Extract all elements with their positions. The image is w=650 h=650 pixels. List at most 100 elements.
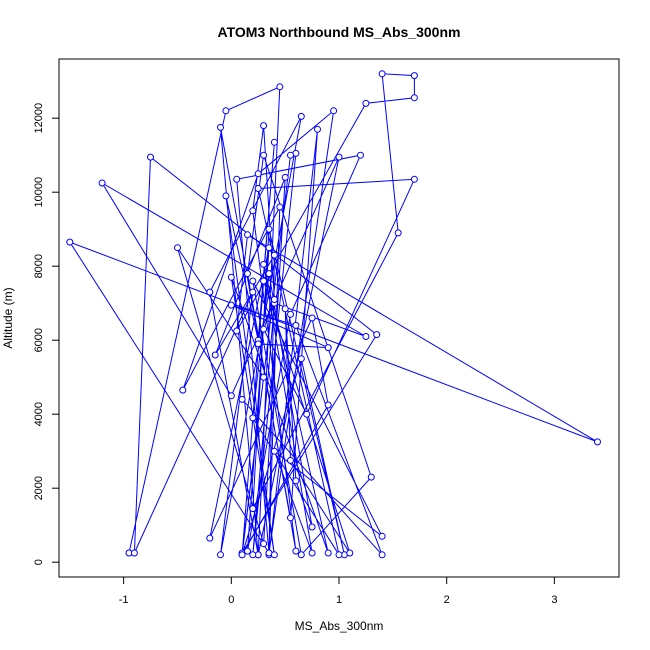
data-point <box>254 340 262 348</box>
data-point <box>346 549 354 557</box>
data-point <box>265 225 273 233</box>
data-point <box>222 107 230 115</box>
data-point <box>206 288 214 296</box>
data-point <box>211 351 219 359</box>
y-axis: 0 2000 4000 6000 8000 10000 12000 <box>33 103 60 565</box>
data-point <box>292 321 300 329</box>
data-series <box>66 70 601 559</box>
data-point <box>260 151 268 159</box>
data-point <box>287 456 294 464</box>
y-tick-label: 4000 <box>33 402 45 426</box>
data-point <box>357 151 364 159</box>
data-point <box>308 523 316 531</box>
data-point <box>260 122 268 130</box>
plot-frame <box>58 58 620 578</box>
data-point <box>410 175 418 183</box>
data-point <box>410 72 418 80</box>
data-point <box>330 107 338 115</box>
data-point <box>378 70 386 78</box>
data-point <box>222 192 230 200</box>
data-point <box>249 551 257 559</box>
data-point <box>594 438 601 446</box>
data-point <box>314 125 321 133</box>
data-point <box>233 327 241 335</box>
data-point <box>260 540 268 548</box>
data-point <box>249 505 257 513</box>
data-point <box>227 301 235 309</box>
data-point <box>297 355 305 363</box>
data-point <box>324 401 332 409</box>
data-point <box>367 473 375 481</box>
data-point <box>254 185 262 192</box>
data-point <box>297 551 305 559</box>
series-line <box>68 73 598 556</box>
data-point <box>292 547 300 555</box>
data-point <box>217 551 224 559</box>
data-point <box>335 153 343 161</box>
data-point <box>265 244 273 252</box>
data-point <box>260 277 268 285</box>
data-point <box>335 551 343 559</box>
data-point <box>378 551 386 559</box>
data-point <box>249 207 257 215</box>
data-point <box>276 203 284 211</box>
data-point <box>324 344 332 352</box>
data-point <box>270 551 278 559</box>
data-point <box>238 395 246 403</box>
data-point <box>287 151 294 159</box>
data-point <box>297 112 305 120</box>
x-tick-label: -1 <box>119 594 129 606</box>
data-point <box>130 549 138 557</box>
data-point <box>362 99 370 107</box>
data-point <box>179 386 187 394</box>
data-point <box>206 534 214 542</box>
x-tick-label: 2 <box>444 594 450 606</box>
data-point <box>260 373 268 381</box>
data-point <box>249 277 257 285</box>
data-point <box>249 414 257 422</box>
data-point <box>287 514 294 522</box>
data-point <box>410 94 418 102</box>
x-tick-label: 3 <box>551 594 557 606</box>
data-point <box>281 305 289 313</box>
data-point <box>227 273 235 281</box>
data-point <box>378 532 386 540</box>
data-point <box>260 260 268 268</box>
data-point <box>227 392 235 400</box>
x-tick-label: 1 <box>336 594 342 606</box>
data-point <box>270 296 278 303</box>
data-point <box>292 477 300 485</box>
y-tick-label: 2000 <box>33 476 45 500</box>
x-tick-label: 0 <box>228 594 234 606</box>
y-tick-label: 6000 <box>33 328 45 352</box>
data-point <box>394 229 402 237</box>
chart-title: ATOM3 Northbound MS_Abs_300nm <box>218 24 461 40</box>
data-point <box>362 333 370 340</box>
x-axis-label: MS_Abs_300nm <box>295 619 384 633</box>
y-tick-label: 12000 <box>33 103 45 134</box>
data-point <box>276 83 284 91</box>
data-point <box>254 170 262 178</box>
data-point <box>244 270 251 278</box>
data-point <box>233 175 241 183</box>
data-point <box>238 551 246 559</box>
data-point <box>281 173 289 181</box>
data-point <box>373 331 381 339</box>
data-point <box>303 410 311 418</box>
data-point <box>98 179 106 187</box>
y-axis-label: Altitude (m) <box>1 287 15 348</box>
data-point <box>308 314 316 322</box>
y-tick-label: 0 <box>33 559 45 565</box>
data-point <box>244 231 251 239</box>
x-axis: -1 0 1 2 3 <box>119 576 557 606</box>
data-point <box>147 153 154 161</box>
data-point <box>249 288 257 296</box>
data-point <box>265 270 273 278</box>
data-point <box>260 325 268 333</box>
y-tick-label: 10000 <box>33 177 45 208</box>
data-point <box>270 251 278 259</box>
data-point <box>287 310 294 318</box>
data-point <box>324 549 332 557</box>
data-point <box>270 138 278 146</box>
